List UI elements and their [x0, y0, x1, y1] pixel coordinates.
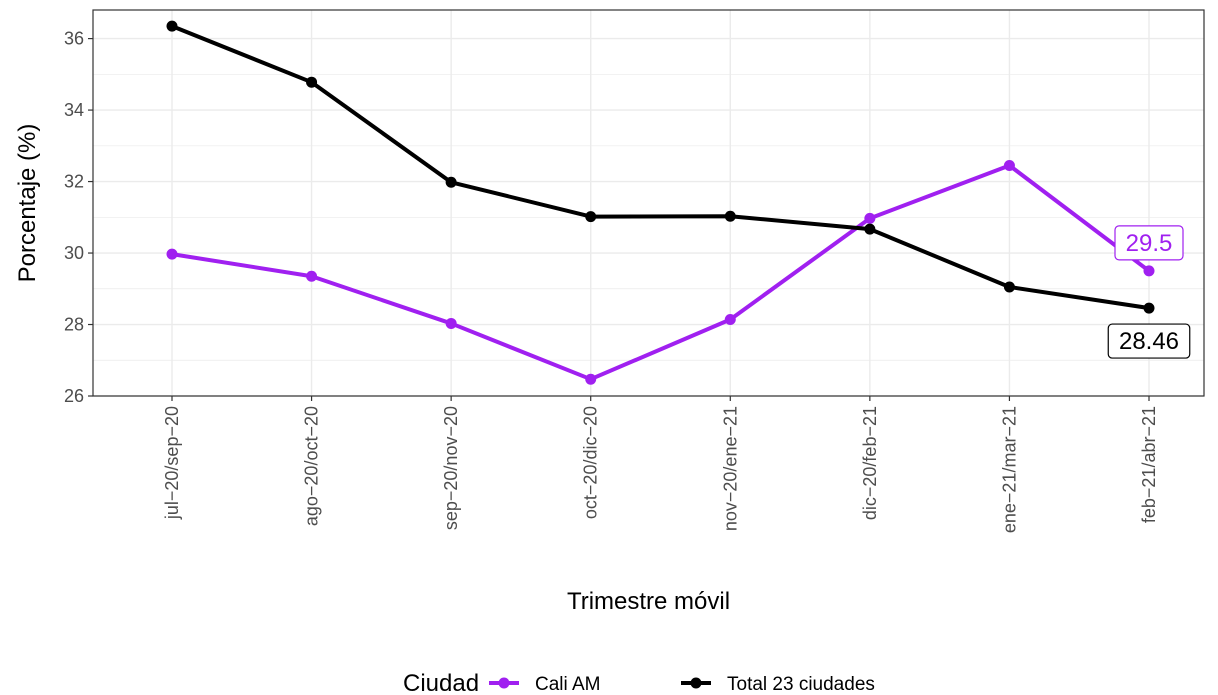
data-point: [585, 373, 597, 385]
x-axis: jul−20/sep−20 ago−20/oct−20 sep−20/nov−20 o…: [162, 396, 1159, 533]
legend-key-point: [690, 677, 702, 689]
data-point: [585, 211, 597, 223]
y-axis-title: Porcentaje (%): [14, 124, 41, 283]
end-label-box: [1107, 323, 1191, 359]
y-tick-label: 32: [64, 172, 84, 192]
end-label-box: [1114, 225, 1184, 261]
x-tick-label: feb−21/abr−21: [1139, 406, 1159, 523]
data-point: [306, 270, 318, 282]
end-label: 29.5: [1126, 230, 1173, 257]
data-point: [166, 248, 178, 260]
data-point: [724, 210, 736, 222]
data-point: [445, 176, 457, 188]
legend-key-point: [498, 677, 510, 689]
data-point: [1143, 265, 1155, 277]
y-axis: 26 28 30 32 34 36: [64, 29, 93, 406]
x-tick-label: dic−20/feb−21: [860, 406, 880, 520]
data-point: [1143, 302, 1155, 314]
x-tick-label: jul−20/sep−20: [162, 406, 182, 520]
y-tick-label: 26: [64, 386, 84, 406]
series-layer: [166, 20, 1155, 385]
x-axis-title: Trimestre móvil: [567, 588, 730, 615]
data-point: [1003, 159, 1015, 171]
y-tick-label: 36: [64, 29, 84, 49]
legend-title: Ciudad: [403, 670, 479, 695]
series-line-1: [170, 24, 1151, 311]
x-tick-label: ago−20/oct−20: [302, 406, 322, 526]
x-tick-label: oct−20/dic−20: [581, 406, 601, 519]
grid: [93, 10, 1204, 397]
y-tick-label: 34: [64, 100, 84, 120]
data-point: [864, 223, 876, 235]
data-point: [864, 212, 876, 224]
y-tick-label: 28: [64, 315, 84, 335]
series-line-0: [170, 163, 1151, 382]
data-point: [306, 76, 318, 88]
data-point: [445, 317, 457, 329]
data-point: [166, 20, 178, 32]
x-tick-label: sep−20/nov−20: [441, 406, 461, 530]
y-tick-label: 30: [64, 243, 84, 263]
legend: Ciudad Cali AM Total 23 ciudades: [403, 670, 875, 695]
legend-item-label: Total 23 ciudades: [727, 674, 875, 695]
x-tick-label: ene−21/mar−21: [999, 406, 1019, 533]
data-point: [1003, 281, 1015, 293]
end-labels: 29.5 28.46: [1107, 225, 1191, 359]
x-tick-label: nov−20/ene−21: [720, 406, 740, 531]
legend-item-label: Cali AM: [535, 674, 600, 695]
panel-border: [92, 9, 1205, 397]
data-point: [724, 314, 736, 326]
end-label: 28.46: [1119, 328, 1179, 355]
